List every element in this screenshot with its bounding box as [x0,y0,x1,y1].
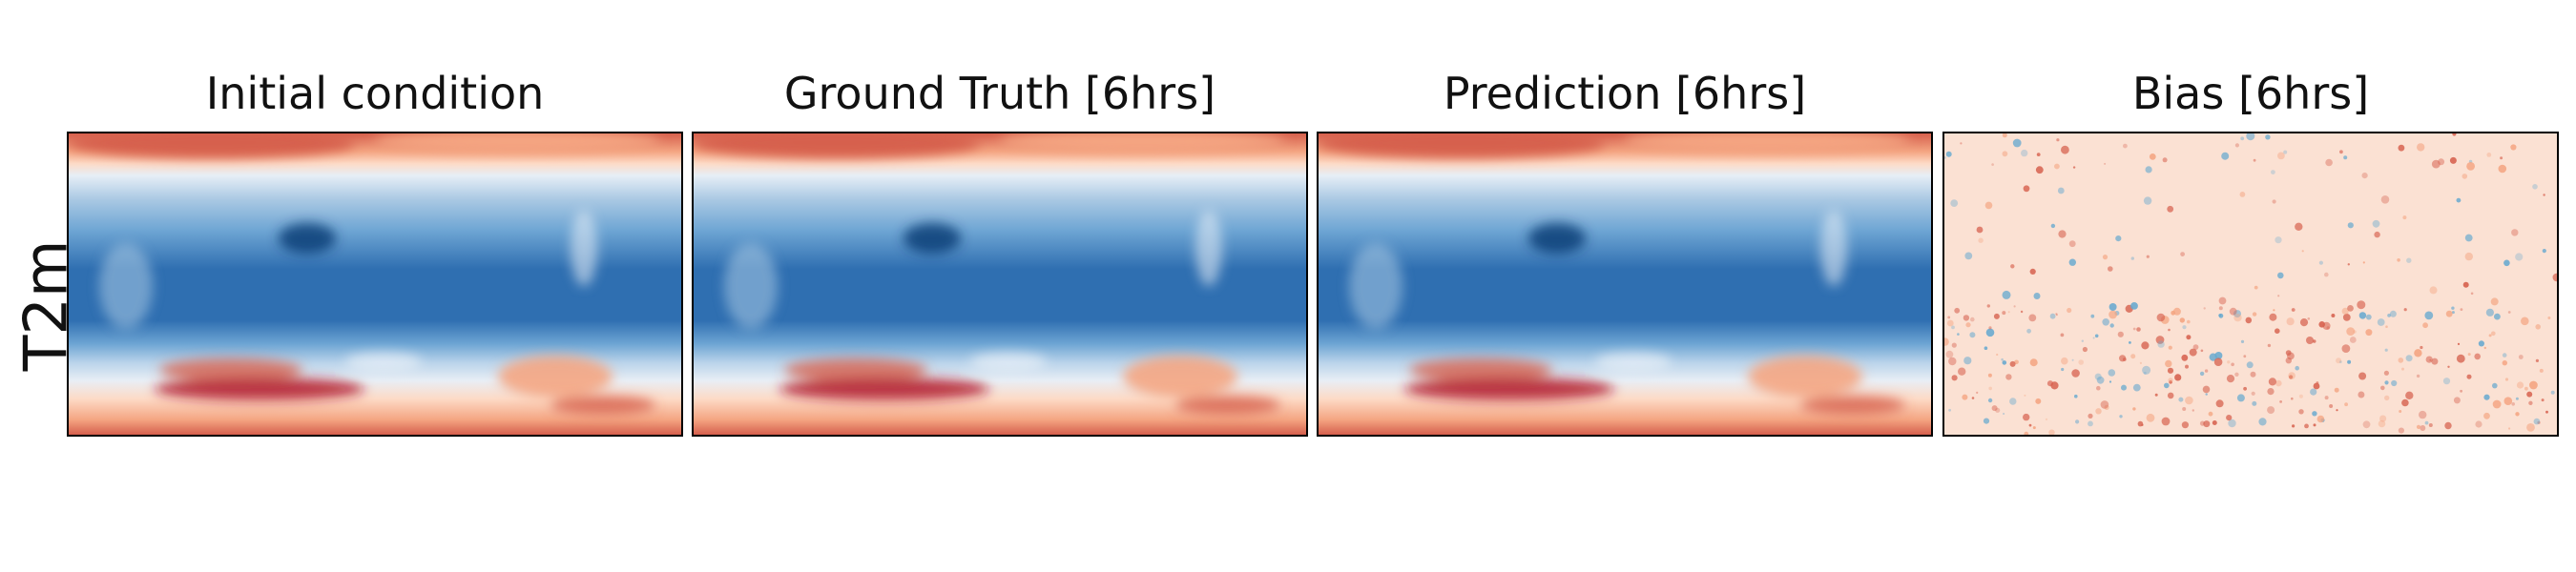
map-frame [1942,132,2559,437]
map-frame [67,132,683,437]
temperature-map [1319,133,1931,435]
bias-field [1944,133,2557,435]
panel-title: Initial condition [205,68,545,119]
map-frame [1317,132,1933,437]
field-features [694,133,1285,415]
temperature-map [69,133,681,435]
panel-title: Ground Truth [6hrs] [783,68,1216,119]
panel-title: Prediction [6hrs] [1443,68,1807,119]
field-features [1319,133,1910,415]
map-frame [692,132,1308,437]
field-features [69,133,660,415]
panel-title: Bias [6hrs] [2131,68,2370,119]
temperature-map [694,133,1306,435]
panel-bias: Bias [6hrs] [1942,55,2559,437]
bias-map [1944,133,2557,435]
panel-initial-condition: Initial condition [67,55,683,437]
bias-speckles [1944,133,2557,435]
panel-prediction: Prediction [6hrs] [1317,55,1933,437]
panel-ground-truth: Ground Truth [6hrs] [692,55,1308,437]
